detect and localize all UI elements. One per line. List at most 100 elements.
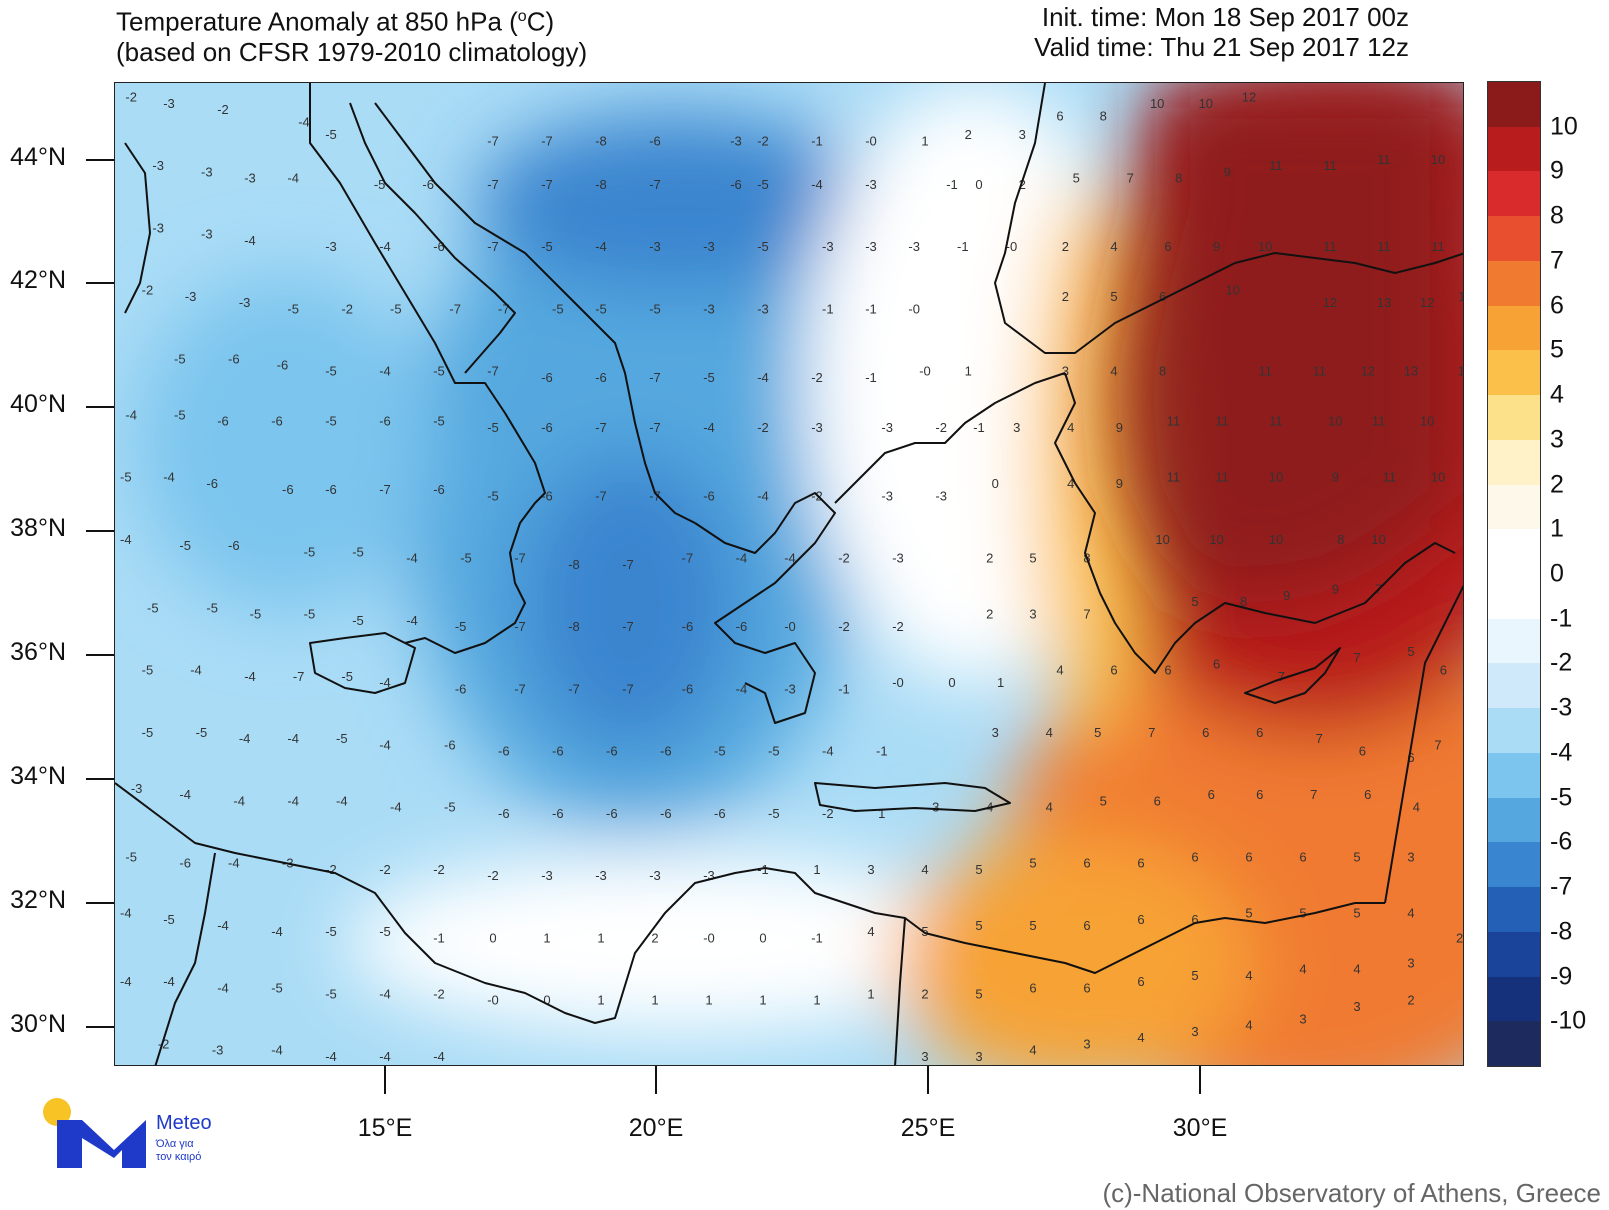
grid-value-label: -4 <box>120 906 132 921</box>
grid-value-label: -4 <box>287 793 299 808</box>
grid-value-label: -3 <box>201 164 213 179</box>
grid-value-label: 2 <box>1456 930 1463 945</box>
colorbar-label: -5 <box>1550 783 1573 812</box>
warm-egypt <box>895 833 1255 1065</box>
grid-value-label: -5 <box>142 725 154 740</box>
grid-value-label: 6 <box>1110 663 1117 678</box>
colorbar-label: -9 <box>1550 962 1573 991</box>
degree-superscript: o <box>517 8 527 25</box>
grid-value-label: 7 <box>1316 731 1323 746</box>
grid-value-label: -4 <box>757 370 769 385</box>
grid-value-label: 2 <box>986 551 993 566</box>
grid-value-label: -5 <box>120 470 132 485</box>
grid-value-label: -6 <box>433 239 445 254</box>
grid-value-label: -5 <box>455 619 467 634</box>
grid-value-label: -3 <box>152 158 164 173</box>
grid-value-label: -3 <box>822 239 834 254</box>
grid-value-label: 6 <box>1359 744 1366 759</box>
grid-value-label: 5 <box>975 862 982 877</box>
grid-value-label: -4 <box>822 744 834 759</box>
grid-value-label: -4 <box>390 800 402 815</box>
grid-value-label: -3 <box>865 177 877 192</box>
grid-value-label: 12 <box>1420 295 1434 310</box>
grid-value-label: -4 <box>217 918 229 933</box>
lat-tick-label: 34°N <box>10 762 66 790</box>
grid-value-label: -3 <box>649 239 661 254</box>
grid-value-label: -6 <box>277 358 289 373</box>
grid-value-label: 13 <box>1377 295 1391 310</box>
grid-value-label: 1 <box>597 930 604 945</box>
grid-value-label: 9 <box>1116 476 1123 491</box>
grid-value-label: -1 <box>433 930 445 945</box>
grid-value-label: -6 <box>433 482 445 497</box>
grid-value-label: -7 <box>649 177 661 192</box>
border-libya-egypt <box>894 917 906 1065</box>
colorbar-swatch <box>1488 797 1540 843</box>
grid-value-label: 12 <box>1361 364 1375 379</box>
grid-value-label: -5 <box>379 924 391 939</box>
grid-value-label: -1 <box>946 177 958 192</box>
grid-value-label: -7 <box>379 482 391 497</box>
grid-value-label: -3 <box>892 551 904 566</box>
grid-value-label: -5 <box>325 987 337 1002</box>
grid-value-label: 10 <box>1420 414 1434 429</box>
chart-title: Temperature Anomaly at 850 hPa (oC) <box>116 6 555 37</box>
grid-value-label: -7 <box>498 301 510 316</box>
grid-value-label: 8 <box>1175 171 1182 186</box>
map-panel[interactable]: -2 -3 -2 -4 -5 -7 -7 -8 -6 -3 -2 -1 -0 1 2 3 6 8 10 10 12 -3-… <box>114 82 1464 1066</box>
lat-tick-mark <box>86 159 114 161</box>
grid-value-label: -6 <box>217 414 229 429</box>
grid-value-label: -4 <box>379 239 391 254</box>
grid-value-label: 3 <box>867 862 874 877</box>
grid-value-label: -4 <box>433 1049 445 1064</box>
grid-value-label: 11 <box>1383 470 1397 485</box>
grid-value-label: -5 <box>460 551 472 566</box>
grid-value-label: 10 <box>1431 470 1445 485</box>
grid-value-label: 11 <box>1377 152 1391 167</box>
grid-value-label: -0 <box>784 619 796 634</box>
coastline-greece <box>694 372 1066 724</box>
grid-value-label: -3 <box>908 239 920 254</box>
grid-value-label: -7 <box>622 557 634 572</box>
grid-value-label: 6 <box>1083 856 1090 871</box>
lat-tick-mark <box>86 406 114 408</box>
m-letter-icon <box>57 1120 146 1168</box>
lon-tick-label: 25°E <box>900 1114 956 1142</box>
grid-value-label: 9 <box>1213 239 1220 254</box>
grid-value-label: 6 <box>1137 856 1144 871</box>
grid-value-label: 0 <box>543 993 550 1008</box>
colorbar-swatch <box>1488 574 1540 620</box>
grid-value-label: -7 <box>487 239 499 254</box>
grid-value-label: 5 <box>1245 906 1252 921</box>
grid-value-label: -5 <box>147 600 159 615</box>
grid-value-label: 6 <box>1083 980 1090 995</box>
grid-value-label: -4 <box>703 420 715 435</box>
grid-value-label: -2 <box>433 862 445 877</box>
grid-value-label: 6 <box>1364 787 1371 802</box>
grid-value-label: 5 <box>1100 793 1107 808</box>
grid-value-label: -7 <box>487 133 499 148</box>
colorbar-label: 5 <box>1550 335 1564 364</box>
grid-value-label: 4 <box>1413 800 1420 815</box>
colorbar-label: -8 <box>1550 917 1573 946</box>
grid-value-label: -5 <box>206 600 218 615</box>
grid-value-label: -4 <box>125 407 137 422</box>
anomaly-map[interactable]: -2 -3 -2-4-5 -7 -7 -8 -6 -3 -2 -1 -0 1 2 36 810 10 12-3-… <box>115 83 1464 1066</box>
grid-value-label: 3 <box>1353 999 1360 1014</box>
grid-value-label: -4 <box>379 1049 391 1064</box>
grid-value-label: -5 <box>703 370 715 385</box>
warm-west-turkey <box>1035 183 1155 743</box>
grid-value-label: -4 <box>379 364 391 379</box>
grid-value-label: -5 <box>325 924 337 939</box>
grid-value-label: -4 <box>379 675 391 690</box>
grid-value-label: 4 <box>1067 420 1074 435</box>
grid-value-label: 3 <box>1407 955 1414 970</box>
cold-core-balkan <box>475 113 875 293</box>
grid-value-label: 10 <box>1431 152 1445 167</box>
grid-value-label: 4 <box>1407 906 1414 921</box>
border-tunisia-libya <box>154 852 216 1065</box>
grid-value-label: -7 <box>293 669 305 684</box>
grid-value-label: -8 <box>595 133 607 148</box>
grid-value-label: 11 <box>1269 414 1283 429</box>
grid-value-label: 8 <box>1159 364 1166 379</box>
